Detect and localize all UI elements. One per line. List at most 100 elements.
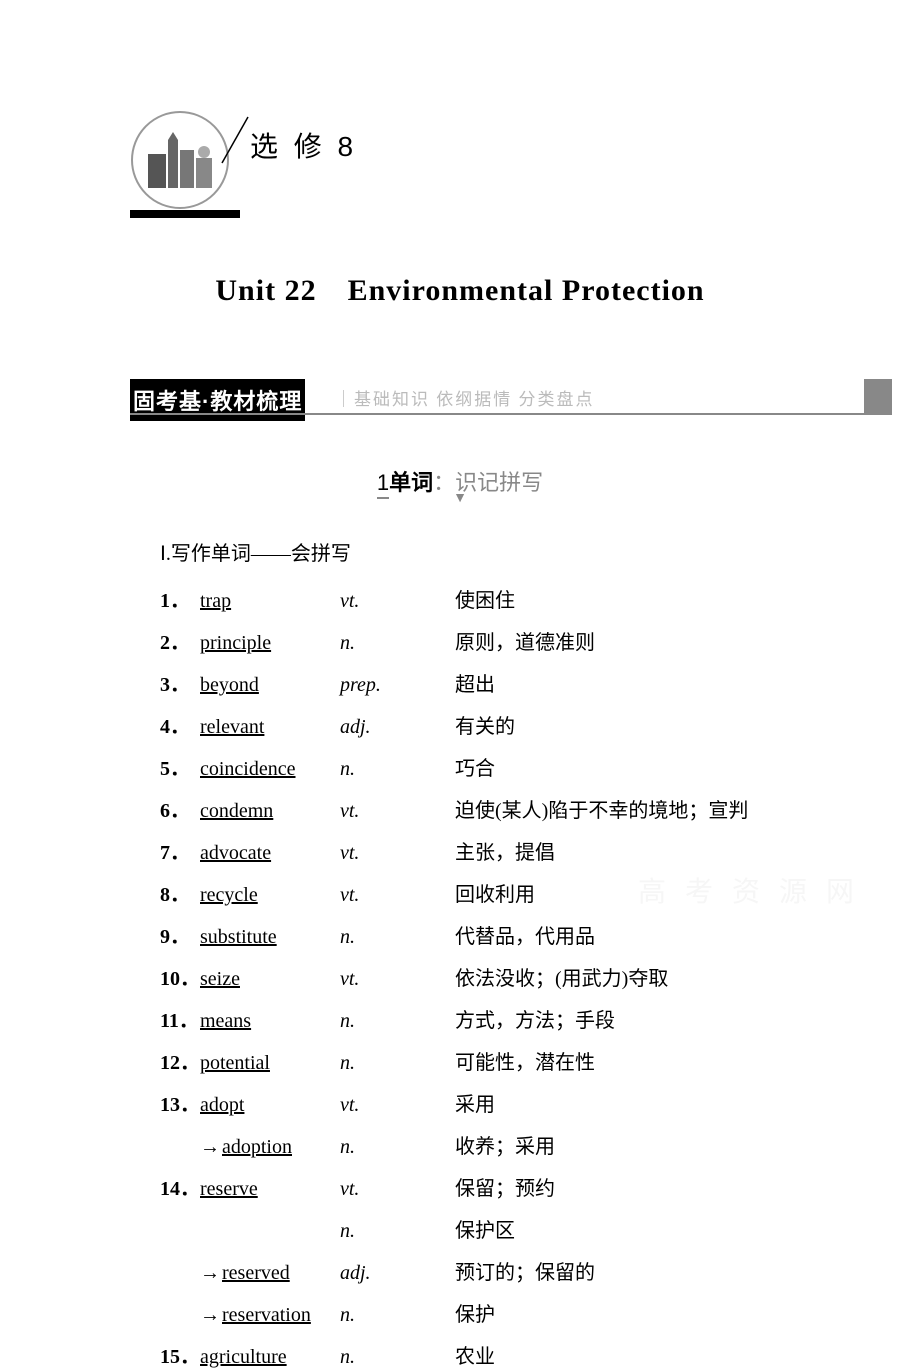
derived-arrow-icon: → bbox=[200, 1136, 220, 1159]
vocab-word: trap bbox=[200, 590, 340, 613]
sub-section-light: ：识记拼写 bbox=[433, 470, 543, 495]
vocab-row: 13．adoptvt.采用 bbox=[160, 1088, 920, 1117]
down-arrow-icon: ▼ bbox=[0, 491, 920, 507]
sub-section-bold: 单词 bbox=[389, 470, 433, 495]
vocab-number: 7． bbox=[160, 836, 200, 865]
vocab-row: 10．seizevt.依法没收；(用武力)夺取 bbox=[160, 962, 920, 991]
vocab-number: 10． bbox=[160, 962, 200, 991]
vocab-definition: 巧合 bbox=[455, 752, 495, 781]
vocab-definition: 保护 bbox=[455, 1298, 495, 1327]
vocab-word: →reserved bbox=[200, 1262, 340, 1285]
section-bar-line bbox=[130, 413, 865, 415]
vocab-definition: 使困住 bbox=[455, 584, 515, 613]
vocab-row: 7．advocatevt.主张，提倡 bbox=[160, 836, 920, 865]
vocab-row: 5．coincidencen.巧合 bbox=[160, 752, 920, 781]
vocab-pos: n. bbox=[340, 758, 455, 781]
vocab-word: reserve bbox=[200, 1178, 340, 1201]
vocab-number: 9． bbox=[160, 920, 200, 949]
vocab-row: n.保护区 bbox=[160, 1214, 920, 1243]
vocab-pos: n. bbox=[340, 926, 455, 949]
vocab-word: principle bbox=[200, 632, 340, 655]
vocab-definition: 回收利用 bbox=[455, 878, 535, 907]
book-label: 选 修 8 bbox=[250, 125, 357, 165]
vocab-row: 3．beyondprep.超出 bbox=[160, 668, 920, 697]
vocab-number: 6． bbox=[160, 794, 200, 823]
vocab-pos: prep. bbox=[340, 674, 455, 697]
vocab-pos: n. bbox=[340, 1010, 455, 1033]
vocab-row: 11．meansn.方式，方法；手段 bbox=[160, 1004, 920, 1033]
vocab-number: 3． bbox=[160, 668, 200, 697]
vocab-word: beyond bbox=[200, 674, 340, 697]
vocab-word: condemn bbox=[200, 800, 340, 823]
vocab-word: recycle bbox=[200, 884, 340, 907]
vocab-word: relevant bbox=[200, 716, 340, 739]
section-separator: ｜ bbox=[335, 390, 354, 409]
vocab-definition: 依法没收；(用武力)夺取 bbox=[455, 962, 668, 991]
category-title: Ⅰ.写作单词——会拼写 bbox=[160, 537, 920, 566]
vocab-definition: 主张，提倡 bbox=[455, 836, 555, 865]
book-icon bbox=[130, 110, 230, 210]
vocab-row: 8．recyclevt.回收利用 bbox=[160, 878, 920, 907]
vocab-row: 4．relevantadj.有关的 bbox=[160, 710, 920, 739]
vocab-definition: 保护区 bbox=[455, 1214, 515, 1243]
vocab-pos: n. bbox=[340, 632, 455, 655]
vocab-row: →reservationn.保护 bbox=[160, 1298, 920, 1327]
vocab-row: 6．condemnvt.迫使(某人)陷于不幸的境地；宣判 bbox=[160, 794, 920, 823]
vocab-row: 9．substituten.代替品，代用品 bbox=[160, 920, 920, 949]
vocab-definition: 收养；采用 bbox=[455, 1130, 555, 1159]
vocab-word: →adoption bbox=[200, 1136, 340, 1159]
vocab-pos: adj. bbox=[340, 716, 455, 739]
header-underline-bar bbox=[130, 210, 240, 218]
vocab-pos: n. bbox=[340, 1346, 455, 1369]
header-section: 选 修 8 bbox=[0, 0, 920, 110]
sub-section-number: 1 bbox=[377, 470, 389, 499]
vocab-word: substitute bbox=[200, 926, 340, 949]
vocab-definition: 预订的；保留的 bbox=[455, 1256, 595, 1285]
vocab-word: seize bbox=[200, 968, 340, 991]
vocab-number: 11． bbox=[160, 1004, 200, 1033]
vocab-pos: n. bbox=[340, 1136, 455, 1159]
vocab-definition: 采用 bbox=[455, 1088, 495, 1117]
vocab-number: 8． bbox=[160, 878, 200, 907]
vocab-number: 13． bbox=[160, 1088, 200, 1117]
vocab-number: 2． bbox=[160, 626, 200, 655]
vocab-row: 1．trapvt.使困住 bbox=[160, 584, 920, 613]
section-bar: 固考基·教材梳理 ｜基础知识 依纲据情 分类盘点 bbox=[0, 379, 920, 415]
section-label-text: 固考基·教材梳理 bbox=[133, 389, 302, 414]
vocab-pos: vt. bbox=[340, 968, 455, 991]
vocab-number: 4． bbox=[160, 710, 200, 739]
vocab-pos: vt. bbox=[340, 842, 455, 865]
vocab-definition: 代替品，代用品 bbox=[455, 920, 595, 949]
vocab-row: 15．agriculturen.农业 bbox=[160, 1340, 920, 1369]
vocab-definition: 有关的 bbox=[455, 710, 515, 739]
derived-arrow-icon: → bbox=[200, 1262, 220, 1285]
vocab-table: 1．trapvt.使困住2．principlen.原则，道德准则3．beyond… bbox=[160, 584, 920, 1369]
derived-arrow-icon: → bbox=[200, 1304, 220, 1327]
vocab-definition: 方式，方法；手段 bbox=[455, 1004, 615, 1033]
vocab-word: advocate bbox=[200, 842, 340, 865]
vocab-pos: vt. bbox=[340, 1094, 455, 1117]
vocab-word: adopt bbox=[200, 1094, 340, 1117]
vocab-pos: vt. bbox=[340, 1178, 455, 1201]
section-bar-subtitle: ｜基础知识 依纲据情 分类盘点 bbox=[335, 385, 595, 410]
vocab-number: 14． bbox=[160, 1172, 200, 1201]
vocab-definition: 超出 bbox=[455, 668, 495, 697]
vocab-row: →reservedadj.预订的；保留的 bbox=[160, 1256, 920, 1285]
vocab-number: 12． bbox=[160, 1046, 200, 1075]
vocab-word: →reservation bbox=[200, 1304, 340, 1327]
vocab-number: 1． bbox=[160, 584, 200, 613]
vocab-pos: vt. bbox=[340, 590, 455, 613]
vocab-pos: n. bbox=[340, 1304, 455, 1327]
section-bar-right-block bbox=[864, 379, 892, 415]
slash-line-icon bbox=[220, 115, 250, 165]
vocab-definition: 原则，道德准则 bbox=[455, 626, 595, 655]
vocab-number: 5． bbox=[160, 752, 200, 781]
vocab-pos: n. bbox=[340, 1052, 455, 1075]
vocab-definition: 迫使(某人)陷于不幸的境地；宣判 bbox=[455, 794, 748, 823]
vocab-number: 15． bbox=[160, 1340, 200, 1369]
vocab-row: 12．potentialn.可能性，潜在性 bbox=[160, 1046, 920, 1075]
vocab-definition: 可能性，潜在性 bbox=[455, 1046, 595, 1075]
vocab-word: agriculture bbox=[200, 1346, 340, 1369]
unit-title: Unit 22 Environmental Protection bbox=[0, 265, 920, 309]
vocab-word: coincidence bbox=[200, 758, 340, 781]
